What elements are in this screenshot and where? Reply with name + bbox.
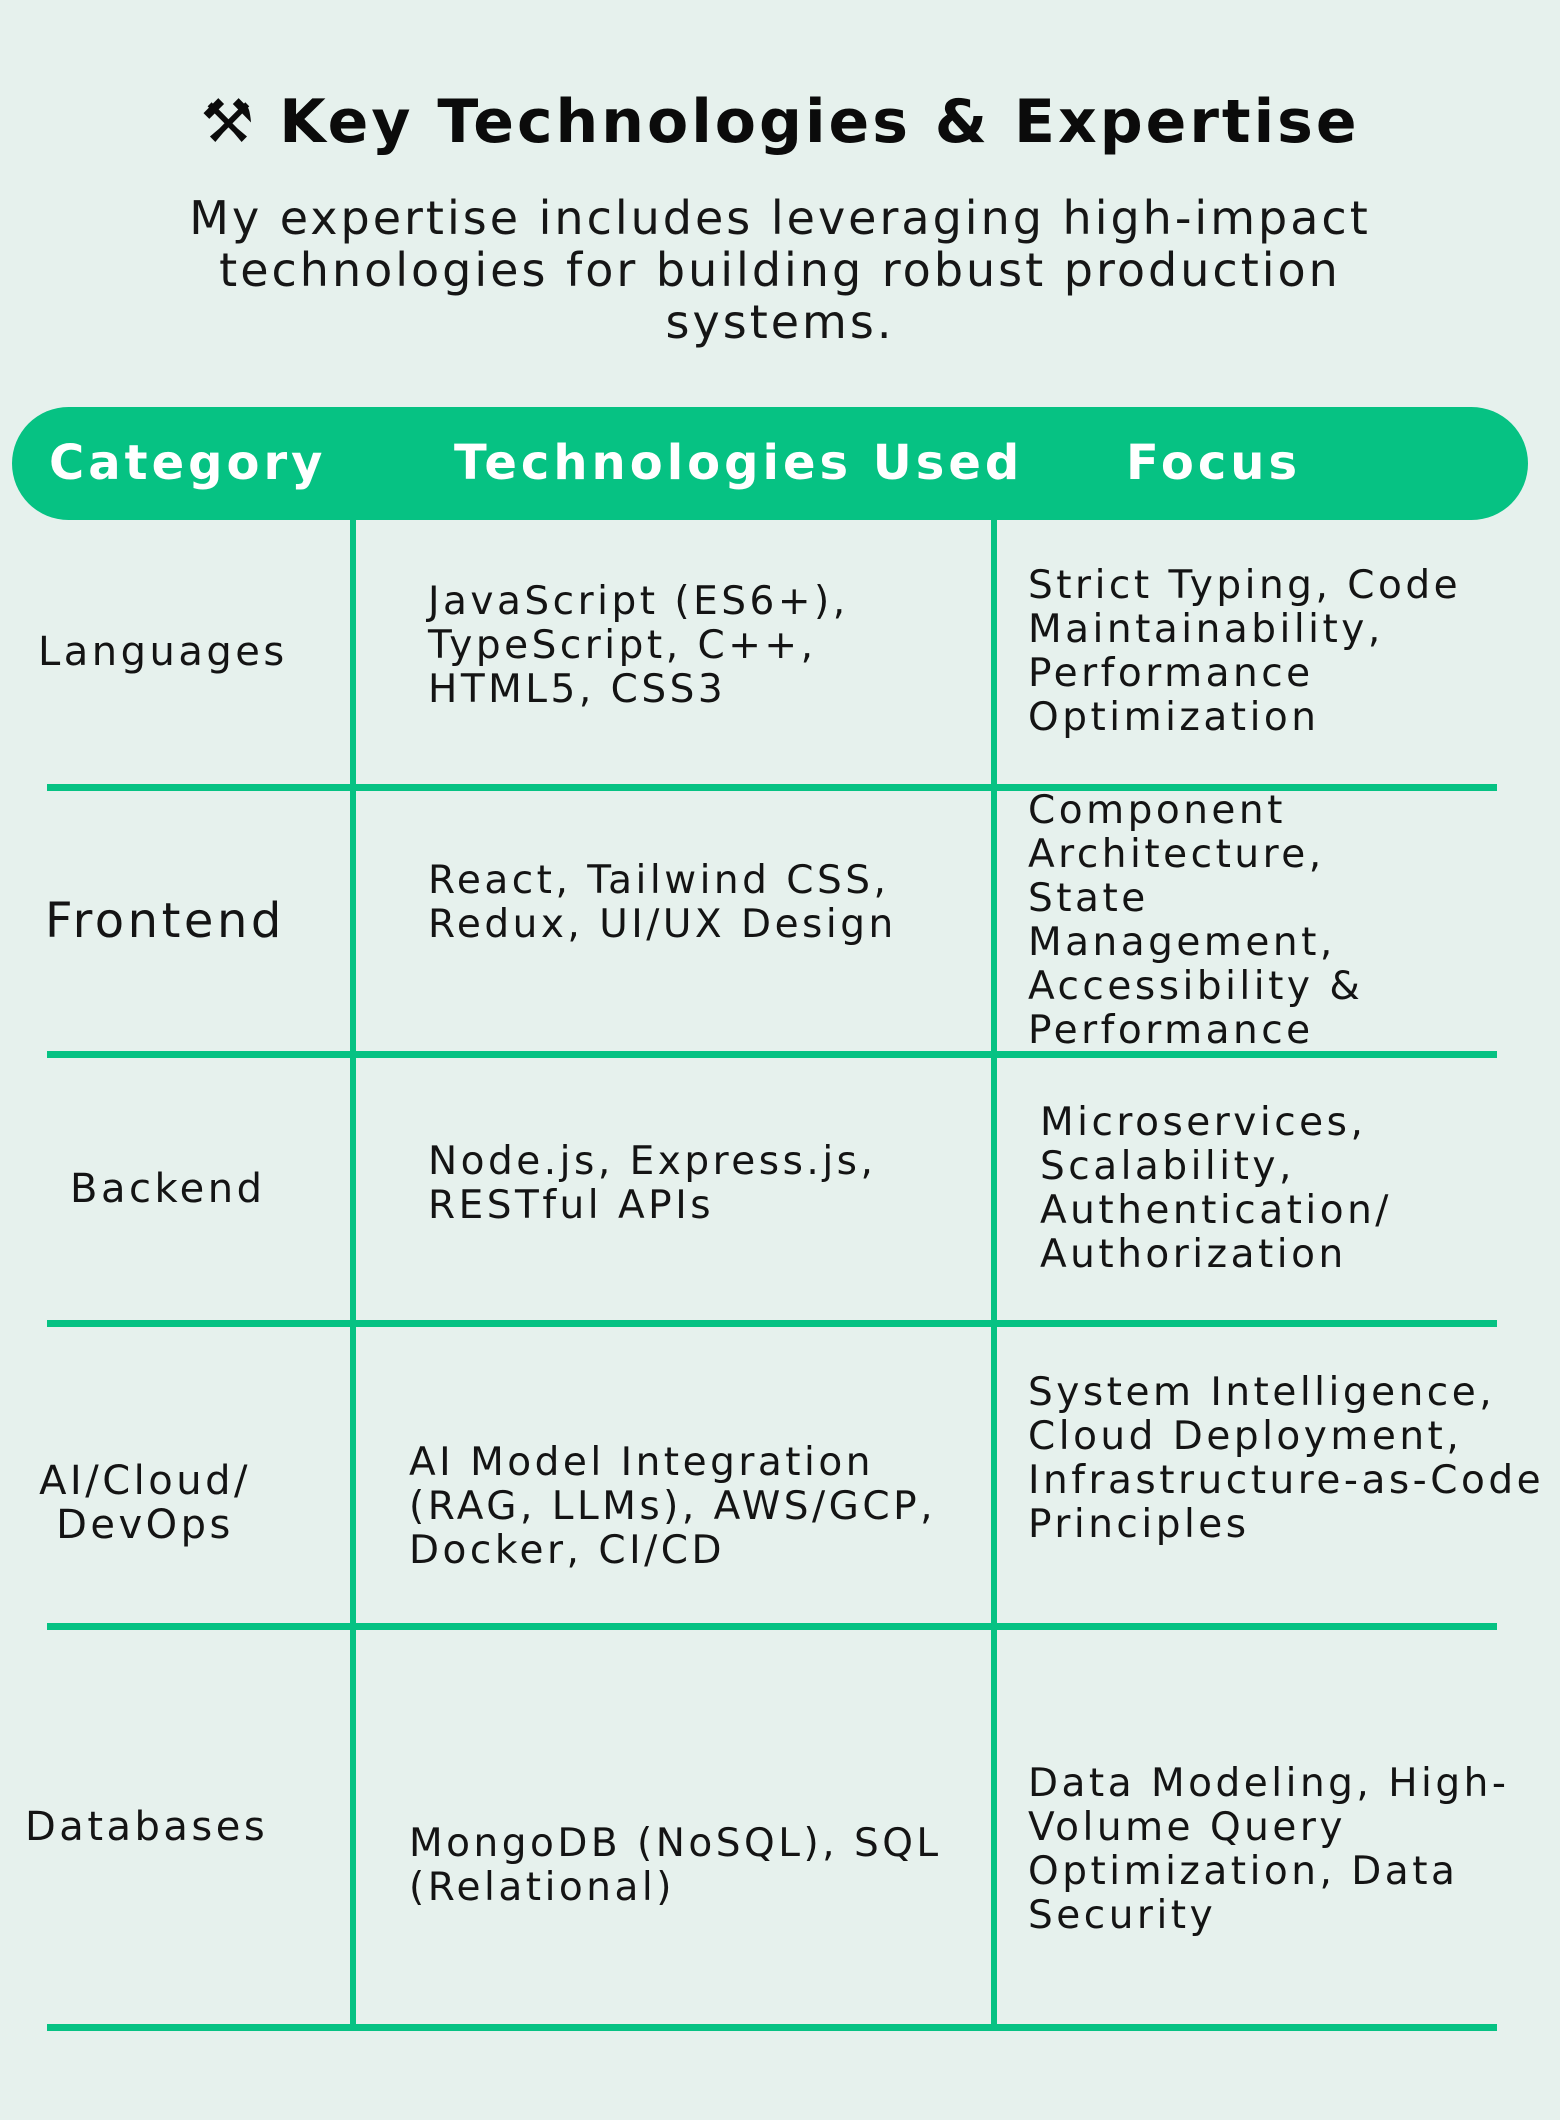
row-divider: [47, 1623, 1497, 1630]
row-technologies-cell: React, Tailwind CSS, Redux, UI/UX Design: [400, 791, 990, 1051]
row-technologies-cell: JavaScript (ES6+), TypeScript, C++, HTML…: [400, 520, 990, 784]
page-title: ⚒ Key Technologies & Expertise: [0, 82, 1560, 162]
row-focus-cell: Component Architecture, State Management…: [1025, 788, 1550, 1053]
row-divider: [47, 1051, 1497, 1058]
row-focus-cell: System Intelligence, Cloud Deployment, I…: [1025, 1327, 1550, 1623]
row-category-cell: Frontend: [20, 791, 350, 1051]
row-technologies-cell: Node.js, Express.js, RESTful APIs: [400, 1058, 990, 1320]
table-header: Category Technologies Used Focus: [12, 407, 1528, 520]
row-technologies: React, Tailwind CSS, Redux, UI/UX Design: [428, 858, 897, 947]
row-focus: Component Architecture, State Management…: [1028, 788, 1364, 1053]
row-divider: [47, 784, 1497, 791]
row-focus: System Intelligence, Cloud Deployment, I…: [1028, 1370, 1545, 1547]
row-technologies: AI Model Integration (RAG, LLMs), AWS/GC…: [409, 1440, 937, 1573]
row-technologies: MongoDB (NoSQL), SQL (Relational): [409, 1821, 942, 1910]
column-header-category: Category: [49, 435, 327, 491]
row-category-cell: Backend: [20, 1058, 350, 1320]
row-category-cell: Languages: [20, 520, 350, 784]
row-technologies-cell: AI Model Integration (RAG, LLMs), AWS/GC…: [400, 1327, 990, 1623]
row-category-cell: AI/Cloud/ DevOps: [20, 1327, 350, 1623]
row-category-cell: Databases: [20, 1630, 350, 2024]
page-subtitle: My expertise includes leveraging high-im…: [189, 191, 1371, 349]
row-divider: [47, 1320, 1497, 1327]
page-title-text: Key Technologies & Expertise: [279, 87, 1360, 157]
column-header-technologies: Technologies Used: [454, 435, 1024, 491]
column-divider: [350, 518, 356, 2028]
row-category: AI/Cloud/ DevOps: [39, 1458, 251, 1548]
row-category: Backend: [70, 1166, 266, 1212]
row-divider: [47, 2024, 1497, 2031]
row-focus-cell: Strict Typing, Code Maintainability, Per…: [1025, 520, 1550, 784]
column-header-focus: Focus: [1126, 435, 1302, 491]
row-focus: Microservices, Scalability, Authenticati…: [1040, 1100, 1392, 1277]
row-technologies-cell: MongoDB (NoSQL), SQL (Relational): [400, 1630, 990, 2024]
row-focus-cell: Data Modeling, High-Volume Query Optimiz…: [1025, 1630, 1550, 2024]
row-technologies: Node.js, Express.js, RESTful APIs: [428, 1139, 877, 1228]
row-category: Languages: [38, 629, 288, 675]
row-technologies: JavaScript (ES6+), TypeScript, C++, HTML…: [428, 579, 849, 712]
row-focus-cell: Microservices, Scalability, Authenticati…: [1025, 1058, 1550, 1320]
row-focus: Strict Typing, Code Maintainability, Per…: [1028, 563, 1462, 740]
row-focus: Data Modeling, High-Volume Query Optimiz…: [1028, 1761, 1510, 1938]
hammer-and-wrench-icon: ⚒: [200, 87, 258, 157]
row-category: Frontend: [45, 893, 285, 949]
column-divider: [991, 518, 997, 2028]
row-category: Databases: [25, 1804, 269, 1850]
